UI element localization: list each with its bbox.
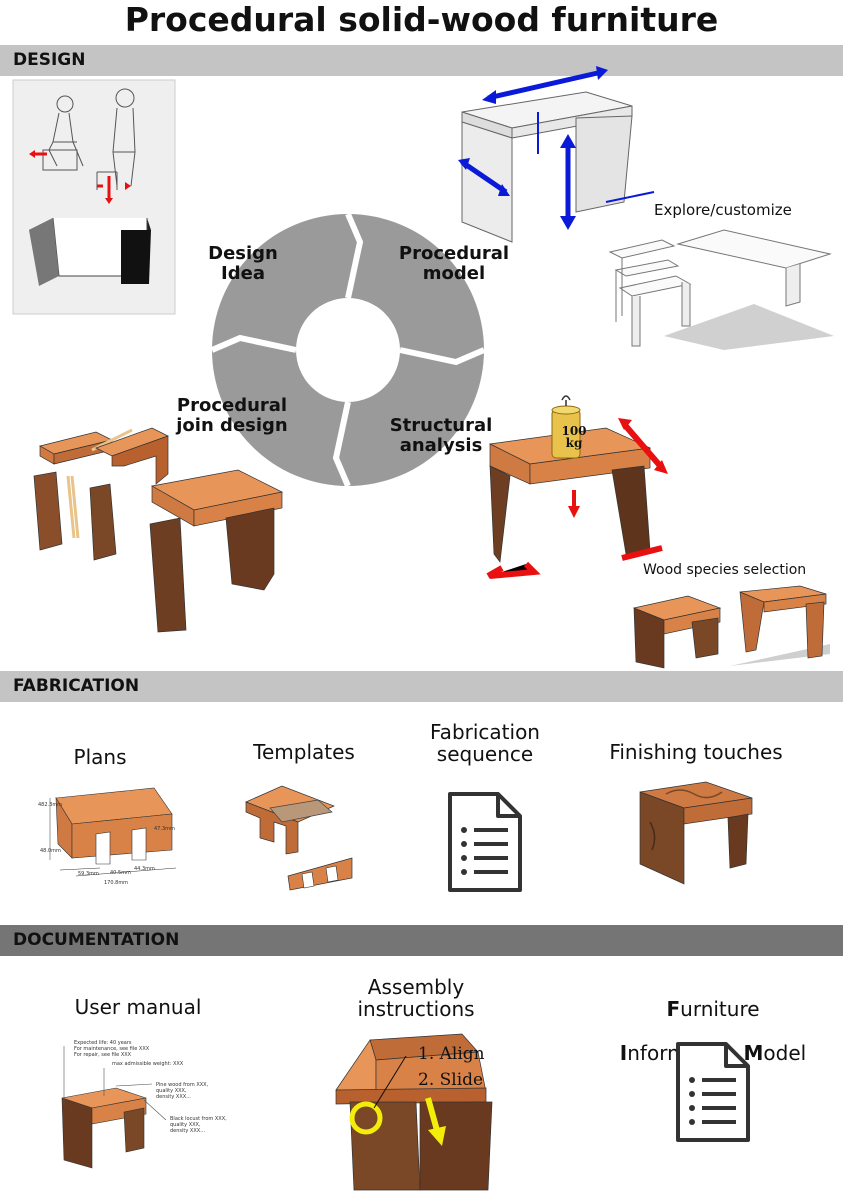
fim-letter-i: I: [619, 1041, 628, 1065]
structural-analysis-image: [486, 395, 668, 579]
fabrication-label-finishing: Finishing touches: [609, 740, 783, 764]
plan-dim-5: 44.3mm: [134, 866, 155, 872]
explore-variants-image: [608, 229, 834, 350]
plans-image: [49, 787, 177, 877]
fim-word-3: odel: [763, 1041, 807, 1065]
fim-word-1: urniture: [680, 997, 760, 1021]
manual-note-locust: Black locust from XXX, quality XXX, dens…: [170, 1116, 227, 1134]
design-sketch-image: [12, 79, 176, 315]
plan-dim-2: 48.0mm: [40, 848, 61, 854]
manual-note-weight: max admissible weight: XXX: [112, 1061, 184, 1067]
weight-unit: kg: [565, 436, 583, 450]
assembly-step-align: 1. Align: [418, 1044, 485, 1064]
fabrication-sequence-document-icon: [448, 792, 522, 892]
finishing-touches-image: [639, 781, 753, 885]
manual-note-life: Expected life: 40 years For maintenance,…: [74, 1040, 150, 1058]
plan-dim-6: 170.8mm: [104, 880, 129, 886]
section-header-fabrication: FABRICATION: [0, 671, 843, 702]
plan-dim-4: 40.5mm: [110, 870, 131, 876]
assembly-step-slide: 2. Slide: [418, 1070, 484, 1090]
fim-letter-f: F: [666, 997, 681, 1021]
cycle-label-design-idea: Design Idea: [208, 243, 278, 284]
weight-number: 100: [561, 424, 587, 438]
explore-customize-label: Explore/customize: [654, 201, 792, 219]
documentation-label-user-manual: User manual: [74, 995, 202, 1019]
section-header-design: DESIGN: [0, 45, 843, 76]
templates-image: [245, 785, 353, 891]
cycle-label-structural-analysis: Structural analysis: [389, 415, 493, 456]
cycle-label-procedural-join-design: Procedural join design: [176, 395, 288, 436]
section-header-documentation: DOCUMENTATION: [0, 925, 843, 956]
user-manual-image: [61, 1046, 167, 1169]
weight-label: 100 kg: [552, 425, 596, 449]
join-design-image: [33, 427, 284, 633]
documentation-label-assembly: Assembly instructions: [357, 975, 475, 1021]
cycle-label-procedural-model: Procedural model: [398, 243, 510, 284]
procedural-model-image: [458, 66, 655, 243]
fim-letter-m: M: [743, 1041, 764, 1065]
plan-dim-1: 482.3mm: [38, 802, 63, 808]
fim-document-icon: [676, 1042, 750, 1142]
assembly-instructions-image: [335, 1033, 493, 1191]
fabrication-label-plans: Plans: [73, 745, 127, 769]
wood-species-image: [632, 585, 830, 669]
plan-dim-3: 59.3mm: [78, 871, 99, 877]
fabrication-label-sequence: Fabrication sequence: [430, 720, 540, 766]
plan-dim-7: 47.3mm: [154, 826, 175, 832]
wood-species-label: Wood species selection: [643, 562, 807, 578]
manual-note-pine: Pine wood from XXX, quality XXX, density…: [156, 1082, 209, 1100]
fabrication-label-templates: Templates: [253, 740, 355, 764]
page-title: Procedural solid-wood furniture: [124, 0, 719, 39]
design-cycle-diagram: [210, 212, 486, 488]
